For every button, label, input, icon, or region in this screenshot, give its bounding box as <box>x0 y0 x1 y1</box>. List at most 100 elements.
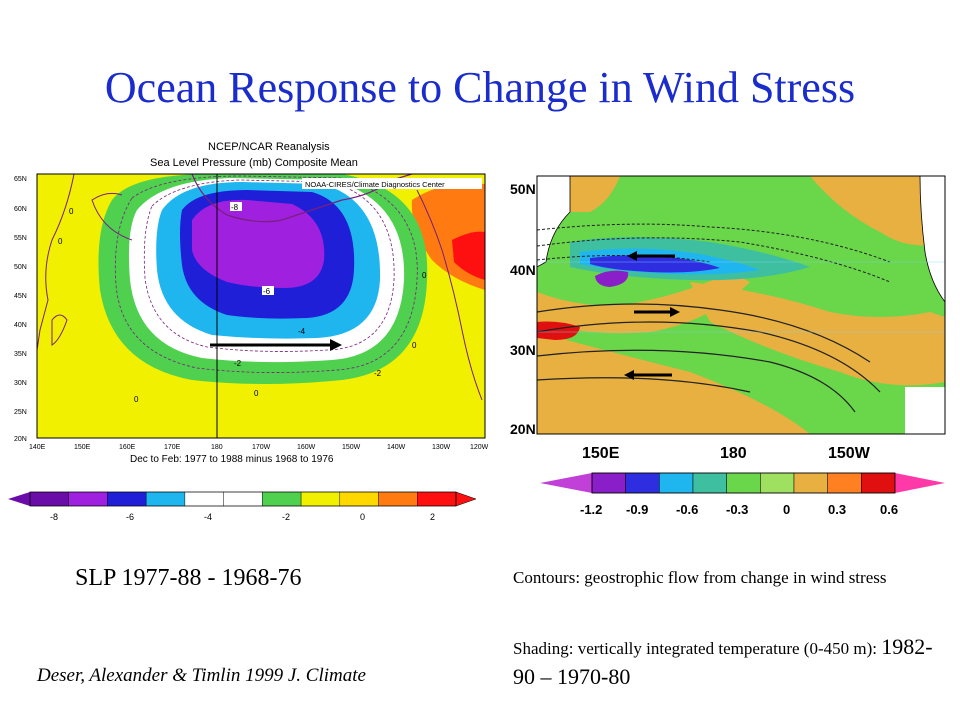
right-map-frame <box>536 175 946 435</box>
contour-label: 0 <box>58 237 63 246</box>
svg-text:50N: 50N <box>14 264 27 271</box>
dashed-geostrophic-contour <box>536 237 891 283</box>
svg-text:50N: 50N <box>510 181 536 197</box>
colorbar-left-cap <box>540 473 592 493</box>
asia-coastline <box>36 173 75 351</box>
latitude-axis: 65N 60N 55N 50N 45N 40N 35N 30N 25N 20N <box>14 176 27 443</box>
contour-label: -6 <box>263 287 271 296</box>
svg-text:160E: 160E <box>119 444 136 451</box>
colorbar-cell <box>692 472 727 494</box>
left-map-footer: Dec to Feb: 1977 to 1988 minus 1968 to 1… <box>130 454 334 465</box>
slp-colorbar: -8 -6 -4 -2 0 2 <box>8 491 477 522</box>
colorbar-cell <box>827 472 862 494</box>
svg-text:140W: 140W <box>387 444 406 451</box>
slide-title: Ocean Response to Change in Wind Stress <box>104 63 856 112</box>
solid-geostrophic-contour <box>536 321 881 393</box>
contour-label: 0 <box>412 341 417 350</box>
contour-label: -8 <box>231 203 239 212</box>
kamchatka-coastline <box>91 192 133 241</box>
colorbar-cell <box>625 472 660 494</box>
svg-text:150E: 150E <box>582 445 620 462</box>
solid-geostrophic-contour <box>536 349 856 413</box>
north-america-coastline <box>416 189 483 401</box>
svg-text:20N: 20N <box>14 436 27 443</box>
colorbar-tick-label: -0.9 <box>626 502 648 517</box>
colorbar-cell <box>861 472 896 494</box>
svg-text:170E: 170E <box>164 444 181 451</box>
colorbar-cell <box>223 491 263 507</box>
svg-text:150E: 150E <box>74 444 91 451</box>
contour-label: -2 <box>234 359 242 368</box>
credit-box <box>302 178 482 189</box>
svg-text:35N: 35N <box>14 351 27 358</box>
ocean-temperature-map: 50N 40N 30N 20N <box>510 175 946 437</box>
colorbar-cell <box>793 472 828 494</box>
red-anomaly <box>537 321 580 340</box>
left-map-header-line1: NCEP/NCAR Reanalysis <box>208 141 330 153</box>
orange-patch <box>810 176 945 246</box>
citation: Deser, Alexander & Timlin 1999 J. Climat… <box>37 665 366 686</box>
svg-text:60N: 60N <box>14 206 27 213</box>
contour-label: -4 <box>298 327 306 336</box>
sea-level-pressure-map: -8 -6 -4 -2 -2 0 0 0 0 0 0 NOAA-CIRES/Cl… <box>14 173 489 451</box>
dashed-contour-outer <box>114 175 418 373</box>
svg-text:30N: 30N <box>14 380 27 387</box>
colorbar-cell <box>107 491 147 507</box>
colorbar-cell <box>29 491 69 507</box>
colorbar-tick-label: -8 <box>50 512 58 522</box>
shading-caption-years: 1982-90 – 1970-80 <box>513 634 933 689</box>
contour-label: 0 <box>254 389 259 398</box>
svg-text:140E: 140E <box>29 444 46 451</box>
colorbar-tick-label: -6 <box>126 512 134 522</box>
colorbar-cell <box>659 472 694 494</box>
svg-text:55N: 55N <box>14 235 27 242</box>
colorbar-cell <box>378 491 418 507</box>
svg-text:40N: 40N <box>14 322 27 329</box>
colorbar-cell <box>300 491 341 507</box>
svg-text:180: 180 <box>720 445 747 462</box>
colorbar-cell <box>417 491 457 507</box>
wind-stress-arrowhead <box>330 339 342 351</box>
north-america-land <box>919 175 946 304</box>
colorbar-tick-label: -1.2 <box>580 502 602 517</box>
solid-geostrophic-contour <box>536 377 751 393</box>
solid-geostrophic-contour <box>536 303 871 363</box>
colorbar-cell <box>145 491 186 507</box>
svg-text:30N: 30N <box>510 342 536 358</box>
orange-patch <box>537 332 810 434</box>
orange-patch <box>690 282 945 386</box>
colorbar-cell <box>339 491 379 507</box>
colorbar-cell <box>184 491 224 507</box>
svg-text:150W: 150W <box>828 445 871 462</box>
westward-arrowhead <box>624 370 634 380</box>
purple-anomaly <box>595 270 629 287</box>
shading-caption: Shading: vertically integrated temperatu… <box>513 633 933 693</box>
svg-text:20N: 20N <box>510 421 536 437</box>
colorbar-tick-label: -0.6 <box>676 502 698 517</box>
longitude-axis: 140E 150E 160E 170E 180 170W 160W 150W 1… <box>29 444 489 451</box>
contour-label: 0 <box>69 207 74 216</box>
colorbar-right-cap <box>455 491 477 507</box>
temperature-colorbar: -1.2 -0.9 -0.6 -0.3 0 0.3 0.6 <box>540 472 945 517</box>
svg-text:120W: 120W <box>470 444 489 451</box>
dashed-geostrophic-contour <box>536 223 891 263</box>
orange-patch <box>537 272 750 334</box>
svg-text:130W: 130W <box>432 444 451 451</box>
colorbar-tick-label: 2 <box>430 512 435 522</box>
colorbar-tick-label: 0.3 <box>828 502 846 517</box>
blue-band <box>590 255 720 273</box>
map-frame <box>36 173 486 439</box>
contours-caption: Contours: geostrophic flow from change i… <box>513 568 887 587</box>
colorbar-tick-label: -4 <box>204 512 212 522</box>
japan-coastline <box>51 314 68 346</box>
right-longitude-axis: 150E 180 150W <box>582 445 871 462</box>
colorbar-cell <box>760 472 795 494</box>
eastward-arrowhead <box>670 307 680 317</box>
colorbar-cell <box>262 491 302 507</box>
contour-label: 0 <box>422 271 427 280</box>
contour-label: 0 <box>134 395 139 404</box>
colorbar-left-cap <box>8 492 30 506</box>
credit-text: NOAA-CIRES/Climate Diagnostics Center <box>305 180 445 189</box>
westward-arrowhead <box>627 251 637 261</box>
alaska-coastline <box>191 173 413 223</box>
